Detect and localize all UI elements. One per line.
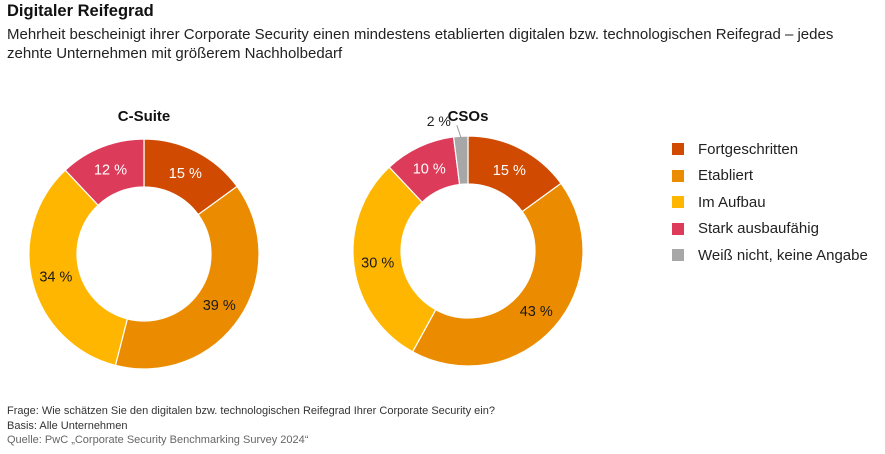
legend-label-im-aufbau: Im Aufbau [698,193,766,211]
slice-weiss-nicht-keine-angabe [452,135,469,186]
slice-im-aufbau [352,166,437,353]
legend: Fortgeschritten Etabliert Im Aufbau Star… [672,136,868,269]
value-label: 39 % [203,298,236,314]
legend-item-im-aufbau: Im Aufbau [672,189,868,216]
legend-label-etabliert: Etabliert [698,167,754,185]
value-label: 12 % [94,162,127,178]
legend-swatch-keine-angabe [672,249,684,262]
legend-swatch-etabliert [672,169,684,182]
value-label: 34 % [39,270,72,286]
legend-item-etabliert: Etabliert [672,163,868,190]
value-label: 2 % [427,113,451,129]
value-label: 43 % [520,304,553,320]
footer-basis: Basis: Alle Unternehmen [7,419,128,432]
legend-swatch-fortgeschritten [672,143,684,156]
value-label: 30 % [361,255,394,271]
legend-label-fortgeschritten: Fortgeschritten [698,140,799,158]
chart-title: CSOs [448,108,489,125]
slice-stark-ausbaufaehig [64,138,145,207]
donut-chart-c-suite: 15 % 39 % 34 % 12 % C-Suite [28,108,260,370]
slice-etabliert [411,182,584,367]
donut-chart-csos: 15 % 43 % 30 % 10 % 2 %CSOs [352,108,584,367]
value-label: 15 % [493,163,526,179]
value-label: 15 % [169,166,202,182]
legend-label-stark-ausbaufaehig: Stark ausbaufähig [698,220,819,238]
legend-item-stark-ausbaufaehig: Stark ausbaufähig [672,216,868,243]
value-label: 10 % [413,162,446,178]
footer-question: Frage: Wie schätzen Sie den digitalen bz… [7,405,495,417]
legend-swatch-stark-ausbaufaehig [672,222,684,235]
footer-source: Quelle: PwC „Corporate Security Benchmar… [7,434,309,446]
legend-label-keine-angabe: Weiß nicht, keine Angabe [698,246,868,264]
page-title: Digitaler Reifegrad [7,2,154,20]
legend-swatch-im-aufbau [672,196,684,209]
leader-line [456,125,462,138]
page-subtitle: Mehrheit bescheinigt ihrer Corporate Sec… [7,26,834,62]
footer-notes: Frage: Wie schätzen Sie den digitalen bz… [7,404,495,448]
slice-etabliert [114,185,260,370]
chart-title: C-Suite [118,108,171,125]
legend-item-fortgeschritten: Fortgeschritten [672,136,868,163]
slice-im-aufbau [28,169,129,367]
legend-item-keine-angabe: Weiß nicht, keine Angabe [672,242,868,269]
